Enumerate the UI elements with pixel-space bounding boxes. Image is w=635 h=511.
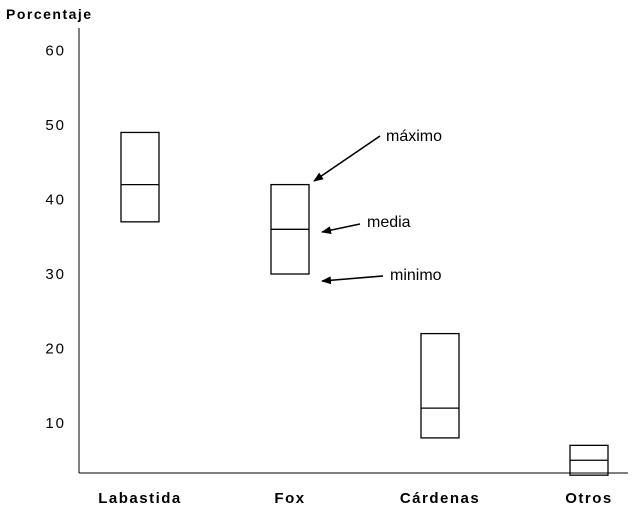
category-label: Cárdenas xyxy=(400,490,480,507)
annotation-arrow xyxy=(321,223,361,235)
range-boxes xyxy=(120,131,609,476)
category-label: Fox xyxy=(274,490,305,507)
annotation-arrow xyxy=(313,135,381,182)
annotation-label: minimo xyxy=(390,267,442,284)
annotation-label: máximo xyxy=(386,128,442,145)
y-tick-label: 40 xyxy=(45,192,66,209)
y-tick-label: 30 xyxy=(45,266,66,283)
y-tick-label: 10 xyxy=(45,415,66,432)
range-box-cardenas xyxy=(420,332,460,439)
annotations: máximo media minimo xyxy=(313,128,442,285)
category-label: Labastida xyxy=(98,490,182,507)
y-tick-label: 50 xyxy=(45,117,66,134)
range-box-labastida xyxy=(120,131,160,223)
y-axis-label: Porcentaje xyxy=(6,6,93,22)
category-label: Otros xyxy=(565,490,613,507)
annotation-arrow xyxy=(321,275,384,285)
annotation-label: media xyxy=(367,214,411,231)
y-tick-label: 60 xyxy=(45,43,66,60)
y-tick-labels: 10 20 30 40 50 60 xyxy=(45,43,66,433)
y-tick-label: 20 xyxy=(45,341,66,358)
category-labels: Labastida Fox Cárdenas Otros xyxy=(98,490,613,507)
